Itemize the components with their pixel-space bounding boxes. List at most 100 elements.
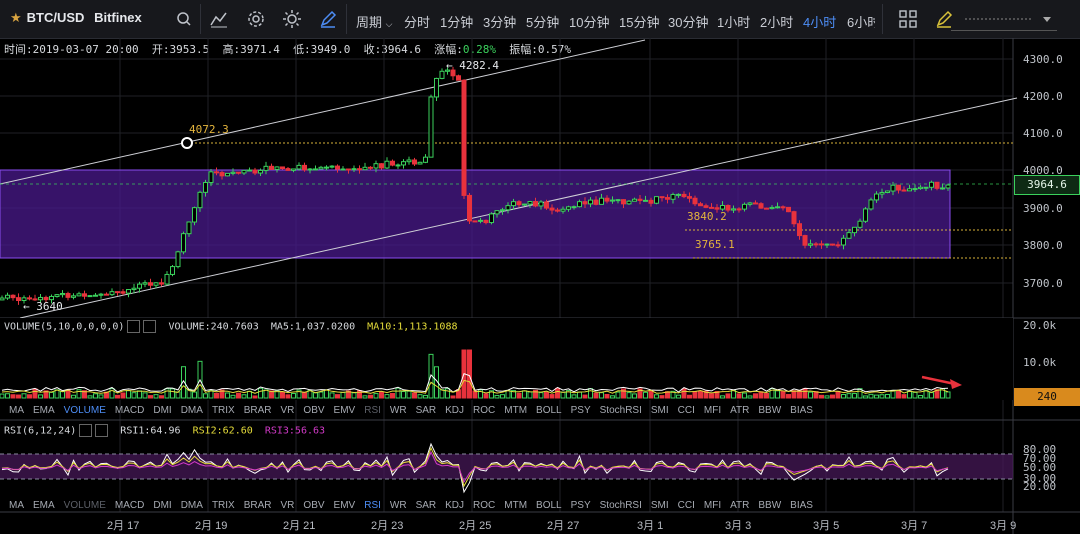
draw-pen-icon[interactable] [932, 7, 956, 31]
indicator-icon[interactable] [207, 7, 231, 31]
candle-body [665, 197, 670, 200]
volume-bar [170, 388, 175, 399]
indicator-tab-kdj[interactable]: KDJ [445, 405, 465, 416]
indicator-tab-roc[interactable]: ROC [473, 500, 496, 511]
volume-bar [439, 389, 445, 399]
star-icon[interactable]: ★ [10, 10, 22, 25]
close-icon[interactable] [143, 320, 157, 333]
interval-4[interactable]: 5分钟 [526, 15, 560, 30]
indicator-tab-rsi[interactable]: RSI [364, 500, 381, 511]
indicator-tab-obv[interactable]: OBV [303, 405, 325, 416]
indicator-tab-ma[interactable]: MA [9, 500, 24, 511]
candle-body [610, 199, 615, 202]
rsi-tick: 30.00 [1023, 472, 1057, 485]
indicator-tab-roc[interactable]: ROC [473, 405, 496, 416]
indicator-tab-dmi[interactable]: DMI [153, 500, 172, 511]
indicator-tab-mfi[interactable]: MFI [703, 405, 722, 416]
interval-1[interactable]: 分时 [404, 15, 431, 30]
indicator-tab-wr[interactable]: WR [389, 500, 407, 511]
indicator-tab-smi[interactable]: SMI [650, 500, 669, 511]
indicator-tab-ema[interactable]: EMA [33, 405, 55, 416]
candle-body [241, 169, 247, 174]
theme-sun-icon[interactable] [280, 7, 304, 31]
volume-bar [236, 392, 241, 399]
candle-body [566, 206, 571, 210]
indicator-tab-ma[interactable]: MA [9, 405, 24, 416]
interval-10[interactable]: 4小时 [803, 15, 837, 30]
circle-label: 4072.3 [189, 123, 229, 136]
indicator-tab-psy[interactable]: PSY [570, 405, 591, 416]
indicator-tab-atr[interactable]: ATR [730, 405, 750, 416]
indicator-tab-kdj[interactable]: KDJ [445, 500, 465, 511]
period-dropdown[interactable]: 周期 ⌵ [356, 15, 393, 30]
indicator-tab-dma[interactable]: DMA [180, 500, 203, 511]
interval-5[interactable]: 10分钟 [569, 15, 610, 30]
indicator-tab-brar[interactable]: BRAR [243, 405, 272, 416]
indicator-tab-trix[interactable]: TRIX [211, 500, 235, 511]
volume-bar [813, 391, 819, 399]
volume-bar [698, 390, 703, 399]
indicator-tab-mfi[interactable]: MFI [703, 500, 722, 511]
indicator-tab-smi[interactable]: SMI [650, 405, 669, 416]
indicator-tab-stochrsi[interactable]: StochRSI [599, 405, 642, 416]
indicator-tab-ema[interactable]: EMA [33, 500, 55, 511]
indicator-tab-dmi[interactable]: DMI [153, 405, 172, 416]
indicator-tab-boll[interactable]: BOLL [536, 500, 562, 511]
indicator-tab-rsi[interactable]: RSI [364, 405, 381, 416]
indicator-tab-bbw[interactable]: BBW [758, 500, 782, 511]
indicator-tab-wr[interactable]: WR [389, 405, 407, 416]
indicator-tab-macd[interactable]: MACD [114, 500, 145, 511]
interval-3[interactable]: 3分钟 [483, 15, 517, 30]
candle-body [412, 159, 417, 165]
indicator-tab-trix[interactable]: TRIX [211, 405, 235, 416]
interval-2[interactable]: 1分钟 [440, 15, 474, 30]
gear-icon[interactable] [244, 7, 268, 31]
indicator-tab-bias[interactable]: BIAS [790, 500, 813, 511]
indicator-tab-mtm[interactable]: MTM [504, 500, 528, 511]
volume-bar [742, 392, 747, 399]
indicator-tab-macd[interactable]: MACD [114, 405, 145, 416]
interval-9[interactable]: 2小时 [760, 15, 794, 30]
rsi1-line [1, 442, 949, 494]
indicator-tab-volume[interactable]: VOLUME [63, 405, 106, 416]
indicator-tab-bias[interactable]: BIAS [790, 405, 813, 416]
search-icon[interactable] [172, 7, 196, 31]
interval-8[interactable]: 1小时 [717, 15, 751, 30]
indicator-tab-vr[interactable]: VR [280, 500, 295, 511]
indicator-tab-bbw[interactable]: BBW [758, 405, 782, 416]
candle-body [802, 235, 808, 246]
indicator-tab-dma[interactable]: DMA [180, 405, 203, 416]
close-icon[interactable] [95, 424, 109, 437]
candle-body [98, 293, 104, 296]
layout-grid-icon[interactable] [896, 7, 920, 31]
indicator-tab-stochrsi[interactable]: StochRSI [599, 500, 642, 511]
indicator-tab-obv[interactable]: OBV [303, 500, 325, 511]
candle-body [252, 169, 258, 174]
settings-icon[interactable] [79, 424, 93, 437]
line-style-dropdown[interactable] [951, 8, 1057, 31]
indicator-tab-vr[interactable]: VR [280, 405, 295, 416]
indicator-tab-emv[interactable]: EMV [333, 405, 356, 416]
interval-11[interactable]: 6小时 [847, 15, 875, 30]
indicator-tab-atr[interactable]: ATR [730, 500, 750, 511]
indicator-tab-cci[interactable]: CCI [677, 405, 695, 416]
indicator-tab-emv[interactable]: EMV [333, 500, 356, 511]
symbol-selector[interactable]: ★ BTC/USD Bitfinex [10, 10, 142, 26]
settings-icon[interactable] [127, 320, 141, 333]
indicator-tab-psy[interactable]: PSY [570, 500, 591, 511]
volume-bar [445, 388, 450, 399]
indicator-tab-boll[interactable]: BOLL [536, 405, 562, 416]
volume-bar [753, 393, 758, 399]
indicator-tab-volume[interactable]: VOLUME [63, 500, 106, 511]
indicator-tab-brar[interactable]: BRAR [243, 500, 272, 511]
volume-bar [857, 388, 863, 399]
interval-6[interactable]: 15分钟 [619, 15, 660, 30]
indicator-tab-sar[interactable]: SAR [415, 405, 437, 416]
interval-7[interactable]: 30分钟 [668, 15, 709, 30]
indicator-tab-sar[interactable]: SAR [415, 500, 437, 511]
indicator-tab-cci[interactable]: CCI [677, 500, 695, 511]
volume-bar [186, 388, 192, 399]
draw-pen-icon[interactable] [316, 7, 340, 31]
indicator-tab-mtm[interactable]: MTM [504, 405, 528, 416]
